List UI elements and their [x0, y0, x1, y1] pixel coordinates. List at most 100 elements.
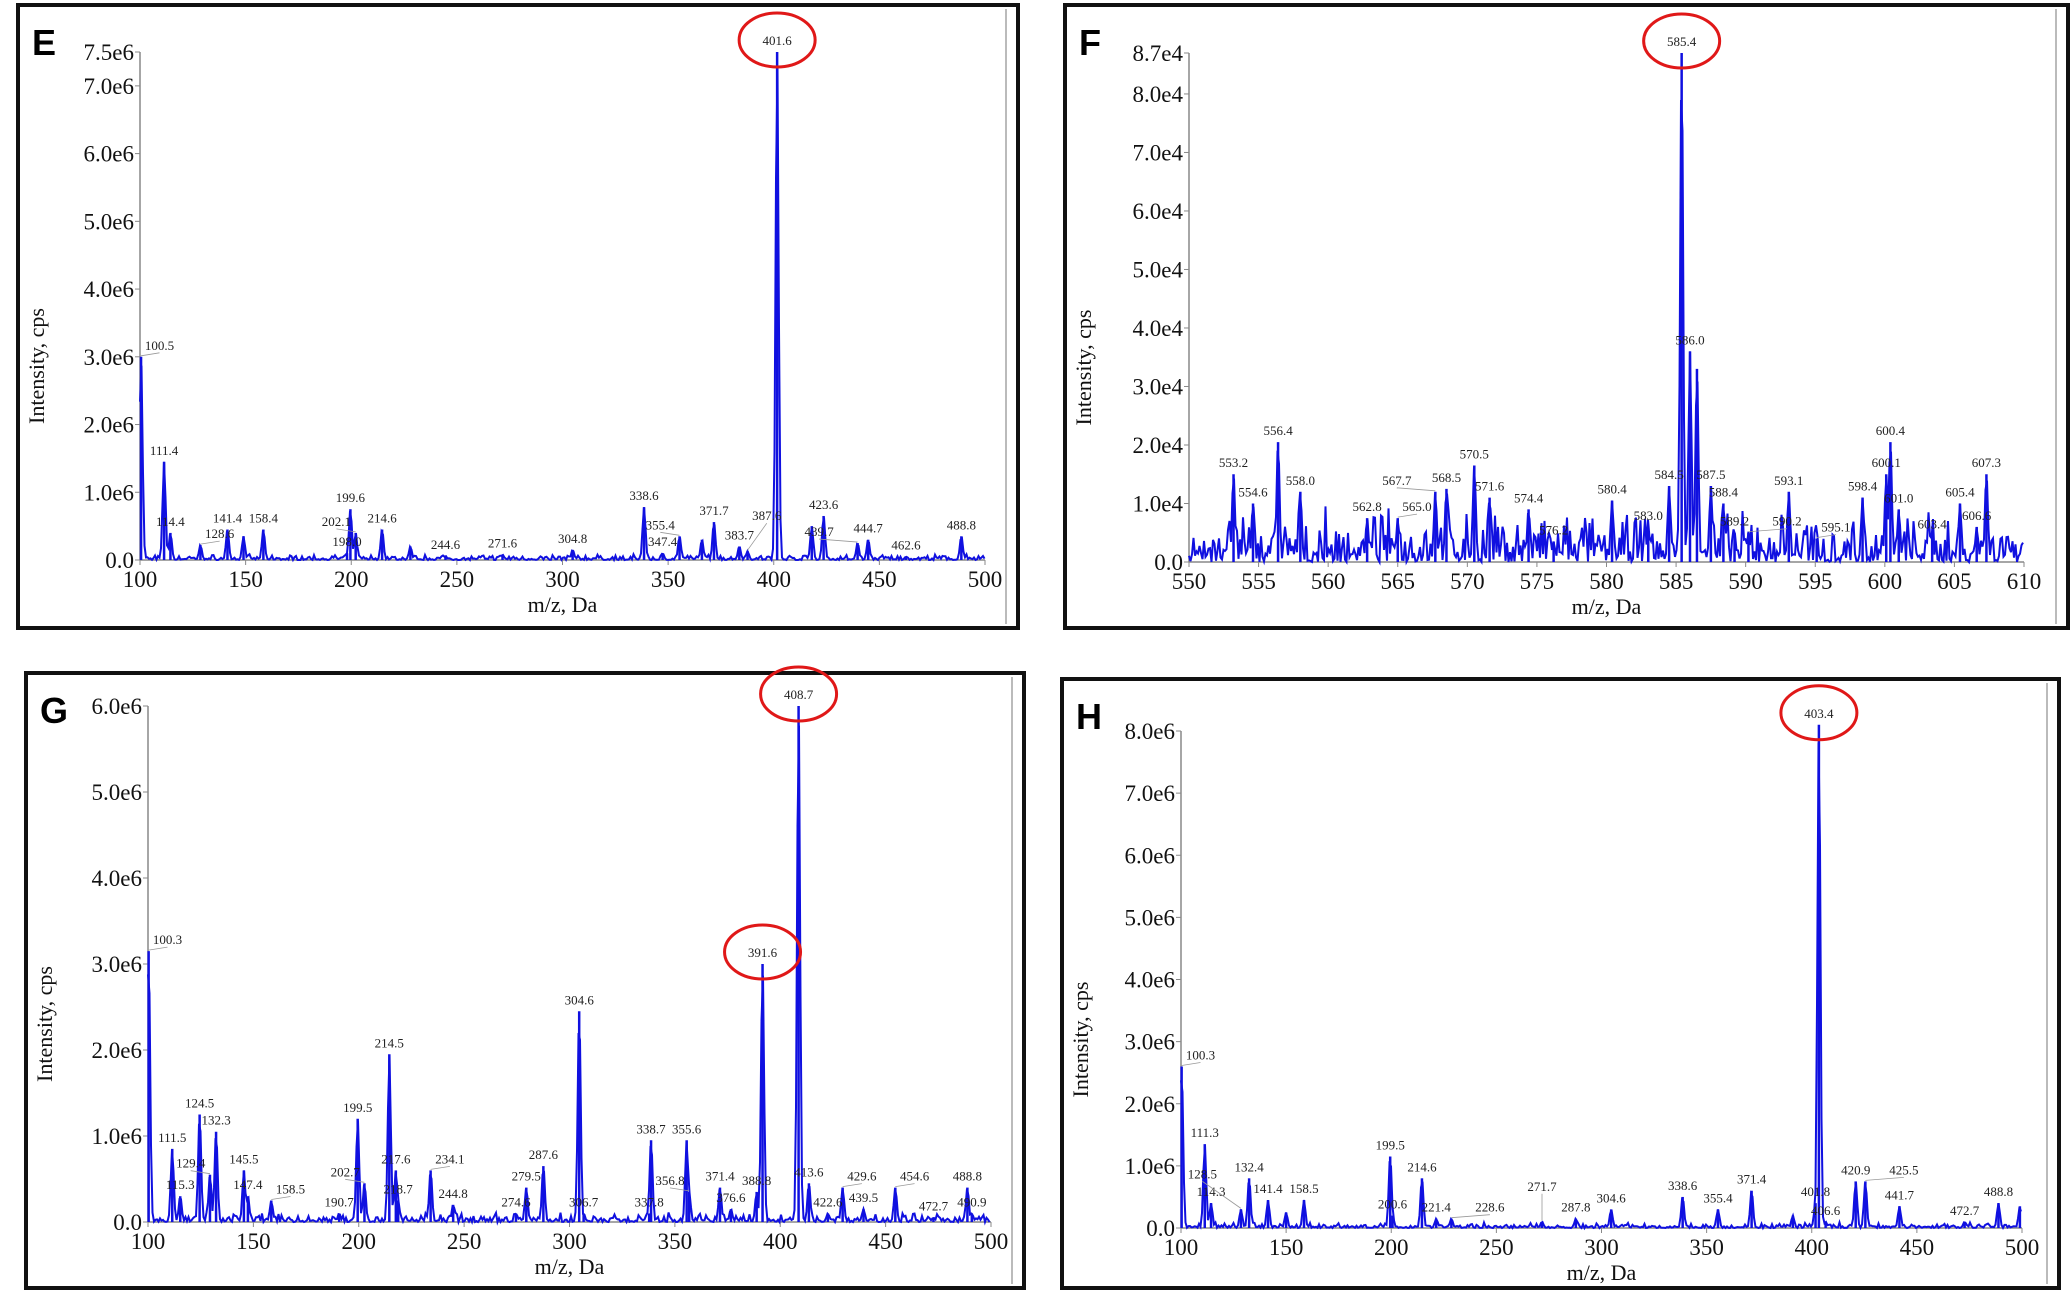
peak-label: 439.7 — [804, 524, 834, 539]
peak-label: 553.2 — [1219, 455, 1248, 470]
peak-label: 406.6 — [1811, 1203, 1841, 1218]
x-tick-label: 400 — [763, 1229, 798, 1254]
panel-g: G 0.0 1.0e6 2.0e6 3.0e6 4.0e6 5.0e6 6.0e6 100 150… — [24, 665, 1026, 1290]
peak-label: 271.7 — [1527, 1179, 1557, 1194]
peak-label: 371.4 — [1737, 1172, 1767, 1187]
y-tick-label: 8.7e4 — [1133, 41, 1184, 66]
peak-label: 158.4 — [249, 511, 279, 526]
peak-label: 567.7 — [1382, 473, 1412, 488]
peak-label: 199.6 — [336, 490, 366, 505]
x-tick-label: 100 — [131, 1229, 166, 1254]
x-tick-label: 400 — [1795, 1235, 1830, 1260]
peak-label: 590.2 — [1772, 514, 1801, 529]
peak-label: 128.5 — [1188, 1166, 1217, 1181]
y-tick-label: 6.0e6 — [84, 142, 134, 167]
peak-label: 347.4 — [648, 534, 678, 549]
peak-label: 603.4 — [1918, 517, 1948, 532]
peak-label: 580.4 — [1597, 482, 1627, 497]
y-tick-label: 3.0e4 — [1133, 374, 1184, 399]
y-tick-label: 3.0e6 — [84, 345, 134, 370]
peak-label: 408.7 — [784, 687, 814, 702]
panel-h: H 0.0 1.0e6 2.0e6 3.0e6 4.0e6 5.0e6 6.0e6 7.0e6 8… — [1060, 677, 2061, 1290]
peak-label: 244.6 — [431, 537, 461, 552]
peak-label: 100.3 — [153, 932, 182, 947]
peak-label-leader — [895, 1183, 915, 1187]
x-tick-label: 580 — [1589, 569, 1624, 594]
peak-label: 304.6 — [565, 992, 595, 1007]
peak-label: 371.7 — [699, 503, 729, 518]
peak-label: 114.4 — [156, 514, 185, 529]
peak-label-leader — [148, 946, 168, 951]
peak-label-leader — [1202, 1181, 1242, 1209]
peak-label: 556.4 — [1263, 423, 1293, 438]
x-tick-label: 590 — [1728, 569, 1763, 594]
x-tick-label: 560 — [1311, 569, 1346, 594]
y-tick-label: 7.0e6 — [84, 74, 134, 99]
peak-label: 420.9 — [1841, 1162, 1870, 1177]
peak-label-leader — [271, 1196, 291, 1200]
y-tick-label: 2.0e6 — [92, 1038, 142, 1063]
y-tick-label: 3.0e6 — [1125, 1030, 1175, 1055]
peak-label-leader — [1451, 1214, 1490, 1219]
peak-label: 355.6 — [672, 1121, 702, 1136]
peak-label: 111.4 — [150, 443, 179, 458]
peak-label: 100.3 — [1186, 1047, 1215, 1062]
peak-label: 425.5 — [1889, 1162, 1918, 1177]
peak-label: 472.7 — [1950, 1203, 1980, 1218]
peak-label: 217.6 — [381, 1151, 411, 1166]
peak-label: 158.5 — [1289, 1181, 1318, 1196]
peak-label: 558.0 — [1286, 473, 1315, 488]
peak-label: 355.4 — [646, 517, 676, 532]
x-tick-label: 450 — [1900, 1235, 1935, 1260]
peak-label-leader — [747, 522, 768, 551]
x-axis-title: m/z, Da — [1572, 594, 1642, 619]
peak-label: 128.6 — [205, 526, 235, 541]
peak-label: 593.1 — [1774, 473, 1803, 488]
peak-label: 304.6 — [1597, 1190, 1627, 1205]
peak-label: 595.1 — [1821, 520, 1850, 535]
peak-label: 490.9 — [957, 1194, 986, 1209]
peak-label: 444.7 — [854, 521, 884, 536]
x-tick-label: 565 — [1381, 569, 1416, 594]
peak-label: 218.7 — [384, 1182, 414, 1197]
panel-letter: E — [32, 22, 56, 63]
peak-label: 338.7 — [636, 1121, 666, 1136]
peak-label: 423.6 — [809, 497, 839, 512]
y-tick-label: 7.0e6 — [1125, 781, 1175, 806]
peak-label: 190.7 — [325, 1194, 355, 1209]
y-tick-label: 0.0 — [105, 548, 134, 573]
peak-label: 383.7 — [725, 527, 755, 542]
peak-label: 111.3 — [1191, 1125, 1219, 1140]
peak-label: 388.8 — [742, 1173, 771, 1188]
peak-label-leader — [819, 538, 858, 543]
peak-label: 574.4 — [1514, 490, 1544, 505]
y-tick-label: 7.5e6 — [84, 40, 134, 65]
peak-label: 371.4 — [705, 1169, 735, 1184]
peak-label: 588.4 — [1709, 484, 1739, 499]
peak-label: 585.4 — [1667, 34, 1697, 49]
peak-label: 441.7 — [1885, 1187, 1915, 1202]
peak-label: 568.5 — [1432, 470, 1461, 485]
x-tick-label: 585 — [1659, 569, 1694, 594]
x-tick-label: 500 — [2005, 1235, 2040, 1260]
x-tick-label: 350 — [651, 567, 686, 592]
y-tick-label: 5.0e4 — [1133, 257, 1184, 282]
y-tick-label: 8.0e6 — [1125, 719, 1175, 744]
peak-label-leader — [200, 540, 220, 545]
y-tick-label: 5.0e6 — [92, 780, 142, 805]
y-tick-label: 6.0e6 — [1125, 843, 1175, 868]
x-tick-label: 350 — [1689, 1235, 1724, 1260]
peak-label: 202.7 — [331, 1164, 361, 1179]
x-tick-label: 200 — [1374, 1235, 1409, 1260]
x-tick-label: 200 — [334, 567, 369, 592]
x-tick-label: 610 — [2007, 569, 2042, 594]
peak-label: 337.8 — [635, 1194, 664, 1209]
x-tick-label: 500 — [968, 567, 1003, 592]
y-tick-label: 0.0 — [113, 1210, 142, 1235]
panel-frame — [16, 3, 1020, 630]
peak-label: 287.8 — [1561, 1200, 1590, 1215]
peak-label: 576.2 — [1539, 523, 1568, 538]
highlight-circle — [759, 665, 839, 723]
y-tick-label: 2.0e6 — [84, 413, 134, 438]
